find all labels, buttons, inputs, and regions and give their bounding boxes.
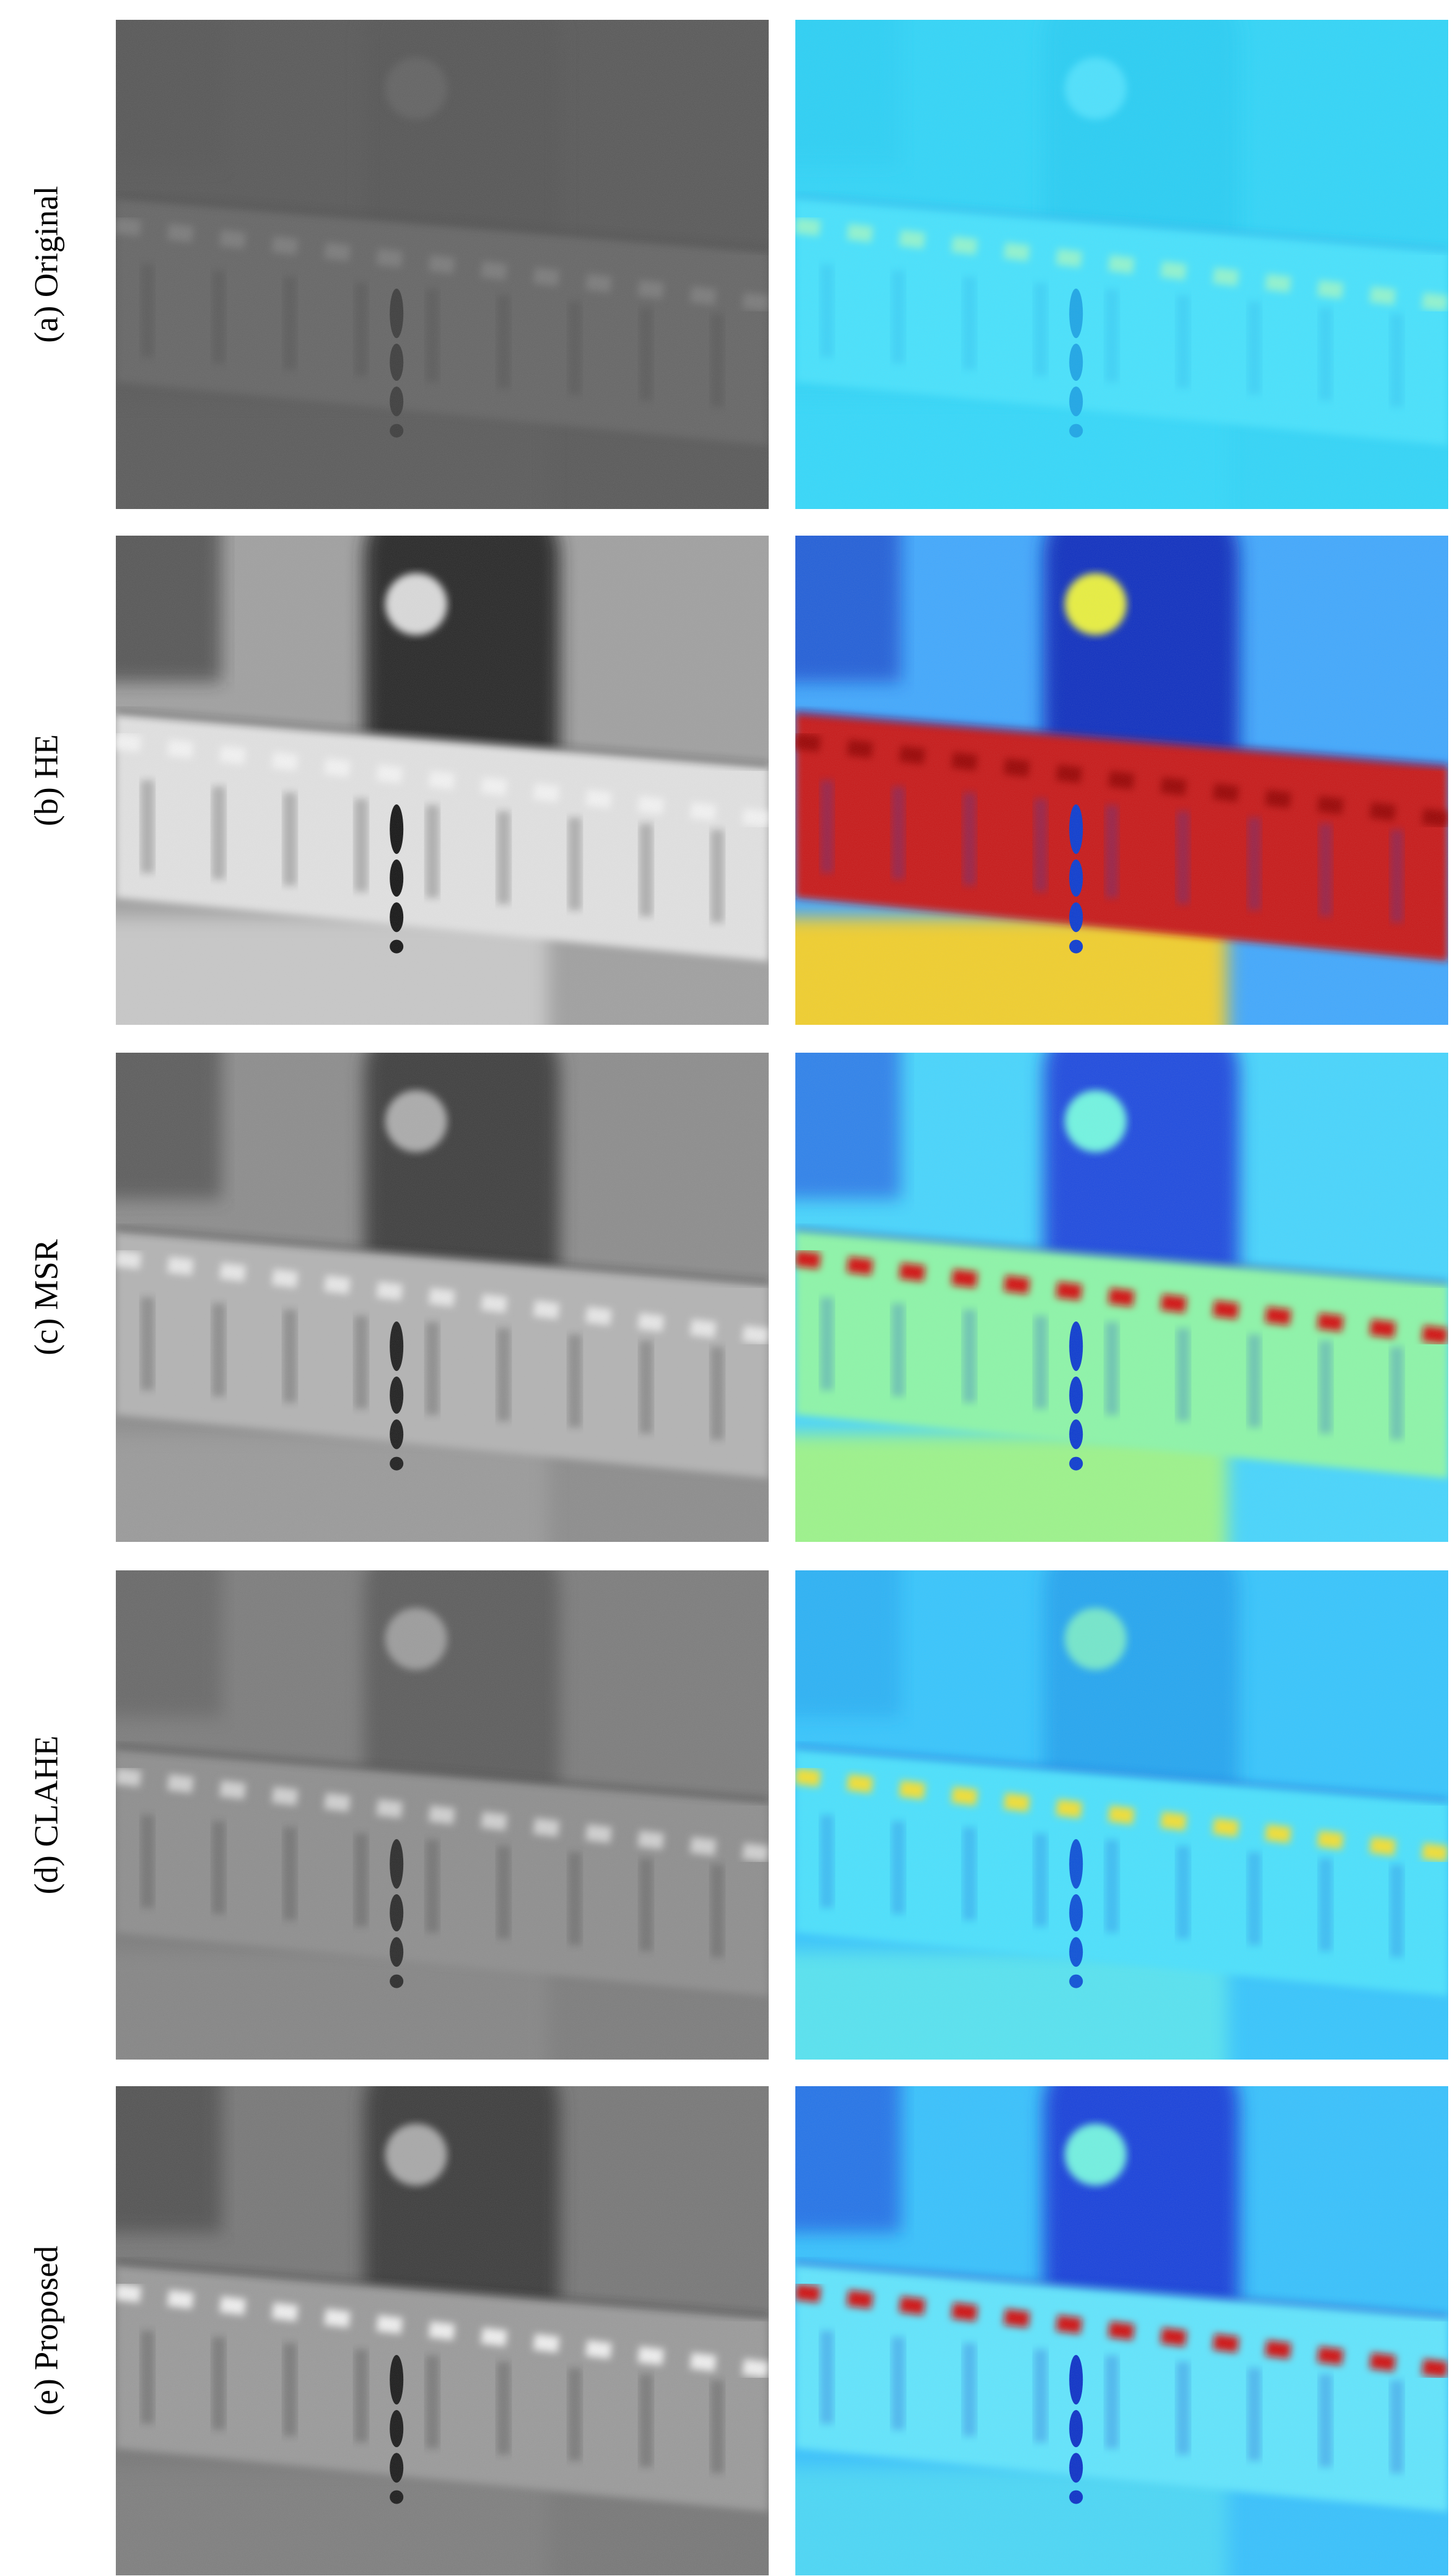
- noise: [116, 1570, 769, 2060]
- grayscale-image: [116, 1053, 769, 1542]
- noise: [795, 1053, 1448, 1542]
- grayscale-image: [116, 2086, 769, 2575]
- row-label: (c) MSR: [27, 1239, 64, 1355]
- image-content: [116, 536, 769, 1025]
- row-label: (e) Proposed: [27, 2246, 64, 2416]
- colormap-image: [795, 20, 1448, 509]
- image-content: [795, 1570, 1448, 2060]
- image-content: [795, 1053, 1448, 1542]
- grayscale-image: [116, 20, 769, 509]
- noise: [116, 536, 769, 1025]
- noise: [795, 536, 1448, 1025]
- grayscale-image: [116, 1570, 769, 2060]
- noise: [116, 20, 769, 509]
- image-content: [116, 1053, 769, 1542]
- image-content: [795, 536, 1448, 1025]
- noise: [795, 20, 1448, 509]
- noise: [795, 1570, 1448, 2060]
- noise: [795, 2086, 1448, 2575]
- colormap-image: [795, 1570, 1448, 2060]
- image-content: [116, 2086, 769, 2575]
- grayscale-image: [116, 536, 769, 1025]
- noise: [116, 2086, 769, 2575]
- colormap-image: [795, 536, 1448, 1025]
- image-content: [795, 20, 1448, 509]
- image-content: [116, 20, 769, 509]
- noise: [116, 1053, 769, 1542]
- row-label: (b) HE: [27, 734, 64, 826]
- colormap-image: [795, 1053, 1448, 1542]
- colormap-image: [795, 2086, 1448, 2575]
- image-content: [116, 1570, 769, 2060]
- image-content: [795, 2086, 1448, 2575]
- row-label: (d) CLAHE: [27, 1736, 64, 1894]
- row-label: (a) Original: [27, 186, 64, 342]
